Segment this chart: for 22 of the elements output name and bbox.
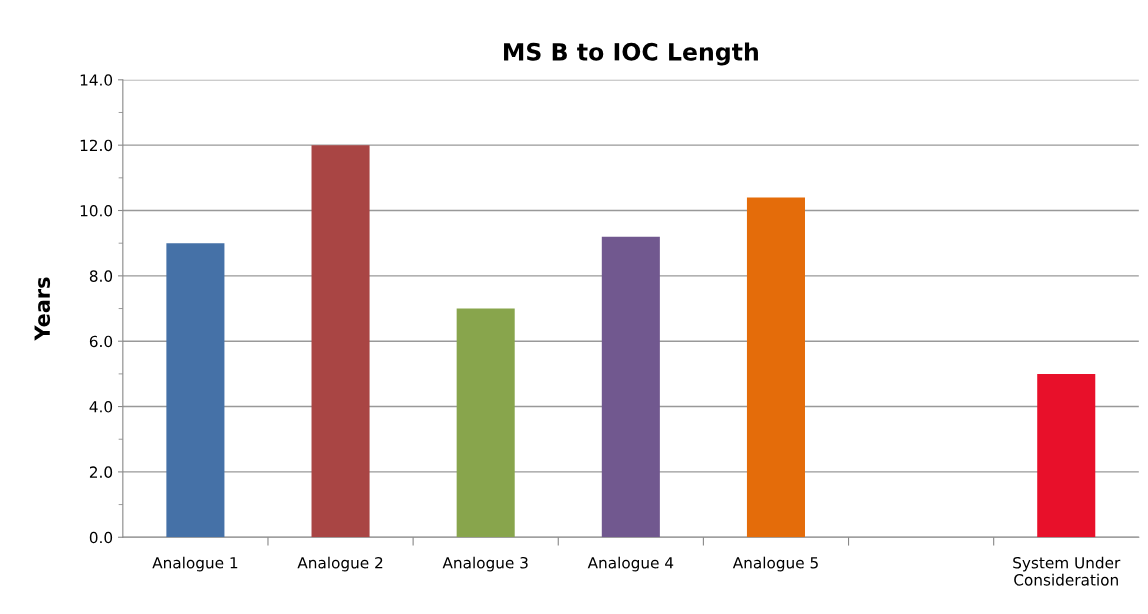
- chart-title: MS B to IOC Length: [504, 42, 758, 66]
- y-tick-label: 0.0: [89, 531, 113, 544]
- y-tick-label: 4.0: [89, 401, 113, 413]
- y-tick-label: 6.0: [89, 335, 113, 348]
- y-tick-label: 12.0: [80, 139, 113, 152]
- bar: [456, 308, 515, 538]
- bar: [166, 243, 225, 538]
- y-axis-title: Years: [34, 277, 51, 341]
- y-tick-label: 10.0: [80, 204, 113, 217]
- bar: [746, 197, 805, 538]
- bar: [311, 145, 370, 538]
- bar: [601, 236, 660, 538]
- bar: [1037, 373, 1096, 538]
- y-tick-label: 2.0: [89, 466, 113, 478]
- x-tick-label: Analogue 2: [297, 556, 383, 572]
- x-tick-label: System Under Consideration: [1013, 556, 1121, 586]
- x-tick-label: Analogue 4: [587, 556, 674, 572]
- y-tick-label: 8.0: [89, 270, 113, 282]
- x-tick-label: Analogue 1: [152, 556, 238, 572]
- x-tick-label: Analogue 5: [732, 556, 818, 572]
- x-tick-label: Analogue 3: [442, 556, 528, 572]
- y-tick-label: 14.0: [80, 74, 113, 86]
